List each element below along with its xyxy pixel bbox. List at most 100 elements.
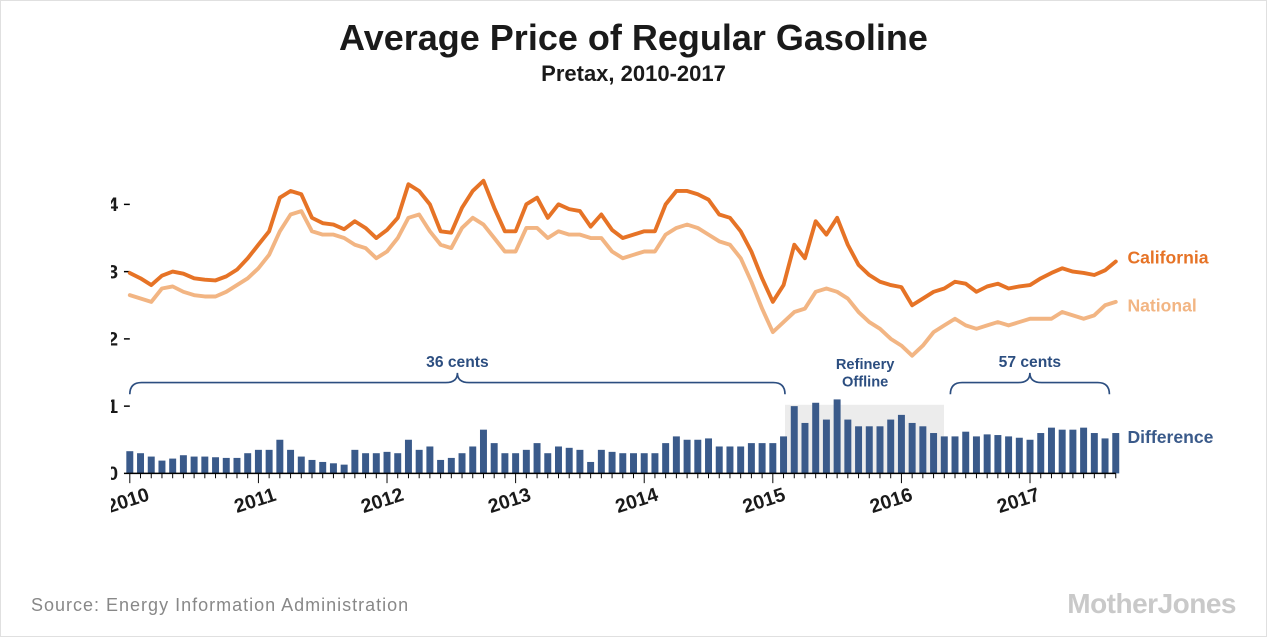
difference-bar [426,446,433,473]
difference-bar [1069,430,1076,474]
difference-bar [962,432,969,474]
y-tick-label: $4 [111,194,118,216]
difference-bar [641,453,648,473]
difference-bar [287,450,294,474]
difference-bar [158,461,165,474]
difference-bar [212,457,219,473]
y-tick-label: $0 [111,463,118,485]
refinery-annotation: Offline [842,375,888,391]
difference-bar [544,453,551,473]
difference-bar [759,443,766,473]
difference-bar [930,433,937,473]
difference-bar [233,458,240,473]
difference-bar [437,460,444,473]
difference-bar [566,448,573,474]
difference-bar [1005,436,1012,473]
difference-bar [405,440,412,474]
difference-bar [491,443,498,473]
difference-bar [973,436,980,473]
difference-bar [1037,433,1044,473]
difference-bar [598,450,605,474]
california-line [130,181,1116,305]
difference-bar [887,420,894,474]
difference-bar [673,436,680,473]
difference-bar [834,399,841,473]
x-tick-label: 2011 [232,484,279,518]
x-tick-label: 2010 [111,484,152,518]
difference-bar [705,438,712,473]
difference-bar [1059,430,1066,474]
x-tick-label: 2012 [358,484,406,518]
difference-bar [609,452,616,474]
difference-bar [619,453,626,473]
difference-bar [919,426,926,473]
bracket-label-right: 57 cents [999,354,1062,371]
difference-bar [855,426,862,473]
difference-bar [898,415,905,474]
bracket-label-left: 36 cents [426,354,489,371]
difference-bar [994,435,1001,473]
difference-bar [941,436,948,473]
difference-label: Difference [1127,427,1213,447]
chart-area: $0$1$2$3$4201020112012201320142015201620… [111,161,1121,511]
refinery-annotation: Refinery [836,357,895,373]
difference-bar [630,453,637,473]
difference-bar [801,423,808,473]
difference-bar [716,446,723,473]
chart-container: Average Price of Regular Gasoline Pretax… [0,0,1267,637]
difference-bar [1027,440,1034,474]
difference-bar [1102,438,1109,473]
difference-bar [191,457,198,474]
difference-bar [416,450,423,474]
difference-bar [984,434,991,473]
x-tick-label: 2016 [867,484,915,518]
x-tick-label: 2015 [740,484,788,518]
difference-bar [201,457,208,474]
difference-bar [748,443,755,473]
difference-bar [1016,438,1023,474]
difference-bar [576,450,583,474]
difference-bar [555,446,562,473]
difference-bar [523,450,530,474]
difference-bar [726,446,733,473]
difference-bar [384,452,391,474]
difference-bar [866,426,873,473]
difference-bar [126,451,133,473]
difference-bar [512,453,519,473]
difference-bar [394,453,401,473]
difference-bar [1112,433,1119,473]
difference-bar [534,443,541,473]
difference-bar [812,403,819,474]
difference-bar [823,420,830,474]
difference-bar [1091,433,1098,473]
difference-bar [341,465,348,474]
difference-bar [137,453,144,473]
y-tick-label: $2 [111,329,118,351]
california-label: California [1127,248,1208,268]
difference-bar [501,453,508,473]
difference-bar [791,406,798,473]
difference-bar [362,453,369,473]
difference-bar [694,440,701,474]
y-tick-label: $1 [111,396,118,418]
difference-bar [255,450,262,474]
difference-bar [587,462,594,473]
difference-bar [448,458,455,473]
difference-bar [469,446,476,473]
difference-bar [459,453,466,473]
difference-bar [330,463,337,473]
difference-bar [351,450,358,474]
difference-bar [319,462,326,473]
national-label: National [1127,296,1196,316]
difference-bar [480,430,487,474]
watermark: MotherJones [1067,588,1236,620]
difference-bar [909,423,916,473]
chart-svg: $0$1$2$3$4201020112012201320142015201620… [111,161,1267,571]
difference-bar [223,458,230,473]
x-tick-label: 2017 [994,484,1042,518]
difference-bar [148,457,155,474]
difference-bar [169,459,176,474]
difference-bar [276,440,283,474]
difference-bar [952,436,959,473]
difference-bar [844,420,851,474]
